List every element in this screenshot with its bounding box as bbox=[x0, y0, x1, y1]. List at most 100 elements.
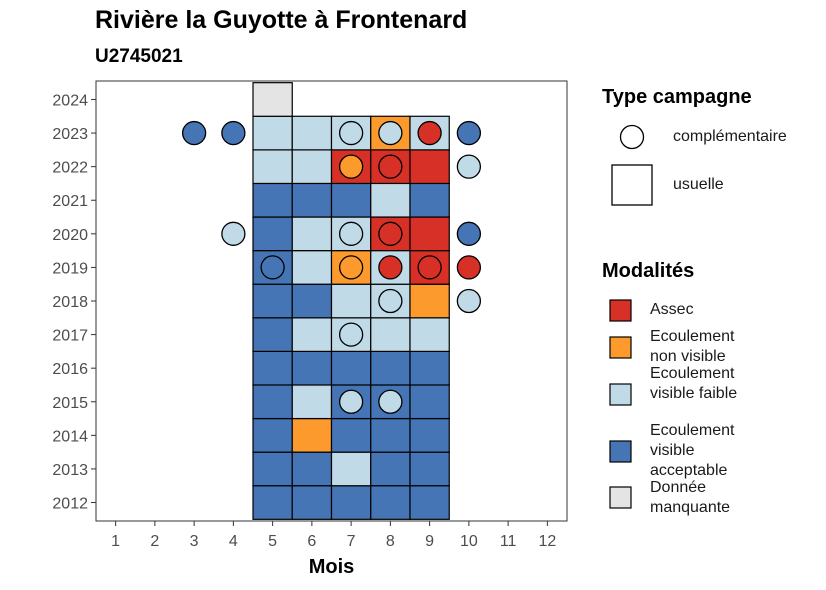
legend-fill-label-manquante: Donnée manquante bbox=[650, 479, 731, 516]
legend-shape-key-usuelle bbox=[611, 164, 653, 206]
tile-2021-6 bbox=[291, 182, 333, 218]
point-2023-10 bbox=[456, 120, 482, 146]
legend-fill-title: Modalités bbox=[602, 260, 695, 282]
tile-2023-5 bbox=[252, 115, 293, 151]
y-tick-label-2013: 2013 bbox=[52, 462, 88, 479]
tile-2022-5 bbox=[252, 149, 293, 185]
x-tick-label-5: 5 bbox=[268, 533, 277, 550]
tile-2021-9 bbox=[409, 182, 450, 218]
point-2015-7 bbox=[338, 389, 364, 414]
legend-shape-label-complementaire: complémentaire bbox=[673, 128, 787, 145]
x-tick-label-6: 6 bbox=[307, 533, 316, 550]
point-2020-10 bbox=[456, 221, 482, 246]
y-tick-label-2022: 2022 bbox=[52, 160, 88, 177]
tile-2014-6 bbox=[291, 417, 333, 453]
point-2020-8 bbox=[378, 221, 403, 246]
point-2020-4 bbox=[221, 221, 246, 246]
tile-2014-8 bbox=[370, 417, 411, 453]
tile-2016-6 bbox=[291, 350, 333, 386]
tile-2015-6 bbox=[291, 384, 333, 420]
tile-2013-7 bbox=[330, 451, 372, 487]
tile-2017-5 bbox=[252, 317, 293, 352]
legend-fill-key-assec bbox=[609, 299, 632, 322]
point-2023-3 bbox=[181, 120, 207, 146]
tile-2013-9 bbox=[409, 451, 450, 487]
point-2023-8 bbox=[378, 120, 403, 146]
tile-2020-5 bbox=[252, 216, 293, 252]
x-tick-label-1: 1 bbox=[111, 533, 120, 550]
y-tick-label-2015: 2015 bbox=[52, 395, 88, 412]
point-2023-7 bbox=[338, 120, 364, 146]
tile-2020-6 bbox=[291, 216, 333, 252]
tile-2023-6 bbox=[291, 115, 333, 151]
x-tick-label-10: 10 bbox=[460, 533, 478, 550]
point-2018-8 bbox=[378, 288, 403, 314]
x-tick-label-2: 2 bbox=[150, 533, 159, 550]
x-tick-label-3: 3 bbox=[190, 533, 199, 550]
legend-fill-label-assec: Assec bbox=[650, 301, 694, 318]
tile-2016-5 bbox=[252, 350, 293, 386]
tile-2018-6 bbox=[291, 283, 333, 319]
point-2019-7 bbox=[338, 255, 364, 280]
point-2019-8 bbox=[378, 255, 403, 280]
tile-2013-6 bbox=[291, 451, 333, 487]
x-tick-label-12: 12 bbox=[538, 533, 556, 550]
point-2019-5 bbox=[260, 255, 285, 280]
tile-2015-9 bbox=[409, 384, 450, 420]
tile-2021-8 bbox=[370, 182, 411, 218]
point-2015-8 bbox=[378, 389, 403, 414]
x-tick-label-9: 9 bbox=[425, 533, 434, 550]
tile-2016-9 bbox=[409, 350, 450, 386]
legend-fill-label-faible: Ecoulement visible faible bbox=[650, 365, 738, 402]
point-2018-10 bbox=[456, 288, 482, 314]
tile-2017-8 bbox=[370, 317, 411, 352]
tile-2020-9 bbox=[409, 216, 450, 252]
tile-2024-5 bbox=[252, 82, 293, 117]
tile-2016-8 bbox=[370, 350, 411, 386]
tile-2012-8 bbox=[370, 485, 411, 520]
point-2022-8 bbox=[378, 154, 403, 179]
x-tick-label-4: 4 bbox=[229, 533, 238, 550]
tile-2022-9 bbox=[409, 149, 450, 185]
tile-2012-6 bbox=[291, 485, 333, 520]
y-tick-label-2023: 2023 bbox=[52, 126, 88, 143]
tile-2019-6 bbox=[291, 250, 333, 285]
y-tick-label-2017: 2017 bbox=[52, 328, 88, 345]
point-2020-7 bbox=[338, 221, 364, 246]
x-tick-label-7: 7 bbox=[347, 533, 356, 550]
legend-shape-key-complementaire bbox=[619, 124, 645, 150]
legend-fill-key-faible bbox=[609, 383, 632, 406]
tile-2018-5 bbox=[252, 283, 293, 319]
legend-fill-key-manquante bbox=[609, 486, 632, 509]
tile-2015-5 bbox=[252, 384, 293, 420]
tile-2012-5 bbox=[252, 485, 293, 520]
tile-2021-7 bbox=[330, 182, 372, 218]
x-tick-label-8: 8 bbox=[386, 533, 395, 550]
chart-title: Rivière la Guyotte à Frontenard bbox=[95, 6, 468, 34]
chart-subtitle: U2745021 bbox=[95, 46, 183, 67]
x-axis-label: Mois bbox=[309, 556, 355, 578]
y-tick-label-2012: 2012 bbox=[52, 496, 88, 513]
tile-2021-5 bbox=[252, 182, 293, 218]
legend-shape-title: Type campagne bbox=[602, 86, 752, 108]
legend-shape-label-usuelle: usuelle bbox=[673, 176, 724, 193]
tile-2012-9 bbox=[409, 485, 450, 520]
tile-2017-6 bbox=[291, 317, 333, 352]
y-tick-label-2021: 2021 bbox=[52, 193, 88, 210]
y-tick-label-2024: 2024 bbox=[52, 92, 88, 109]
legend-fill-label-acceptable: Ecoulement visible acceptable bbox=[650, 422, 735, 479]
y-tick-label-2014: 2014 bbox=[52, 428, 88, 445]
legend-fill-label-non-visible: Ecoulement non visible bbox=[650, 328, 735, 365]
y-tick-label-2016: 2016 bbox=[52, 361, 88, 378]
point-2019-10 bbox=[456, 255, 482, 280]
legend-fill-key-non_visible bbox=[609, 336, 632, 359]
point-2023-9 bbox=[417, 120, 442, 146]
tile-2012-7 bbox=[330, 485, 372, 520]
point-2017-7 bbox=[338, 322, 364, 347]
y-tick-label-2018: 2018 bbox=[52, 294, 88, 311]
y-tick-label-2019: 2019 bbox=[52, 260, 88, 277]
tile-2018-7 bbox=[330, 283, 372, 319]
point-2022-10 bbox=[456, 154, 482, 179]
point-2019-9 bbox=[417, 255, 442, 280]
